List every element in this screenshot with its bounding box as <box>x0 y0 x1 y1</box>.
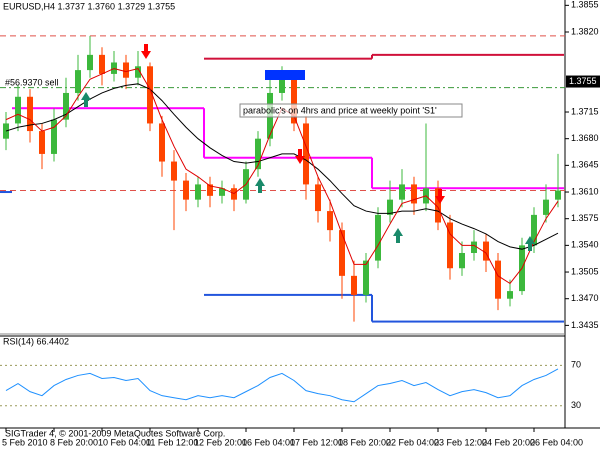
y-tick-label: 1.3680 <box>571 133 599 143</box>
candle-body <box>363 260 369 295</box>
candle-body <box>351 275 357 295</box>
y-tick-label: 1.3435 <box>571 320 599 330</box>
sell-arrow <box>141 44 151 59</box>
candle-body <box>255 138 261 170</box>
buy-arrow <box>81 92 91 107</box>
candle-body <box>135 66 141 78</box>
candle-body <box>339 230 345 276</box>
y-tick-label: 30 <box>571 400 581 410</box>
sell-arrow <box>435 189 445 204</box>
candle-body <box>291 77 297 124</box>
x-tick-label: 26 Feb 04:00 <box>530 437 583 447</box>
candle-body <box>15 96 21 124</box>
candle-body <box>495 260 501 299</box>
candle-body <box>375 214 381 261</box>
y-tick-label: 1.3505 <box>571 266 599 276</box>
candle-body <box>435 188 441 223</box>
candle-body <box>39 131 45 154</box>
rsi-line <box>5 368 559 403</box>
candle-body <box>195 184 201 200</box>
candle-body <box>471 241 477 253</box>
candle-body <box>459 252 465 269</box>
buy-arrow <box>255 178 265 193</box>
x-tick-label: 22 Feb 04:00 <box>386 437 439 447</box>
footer: SIGTrader 4, © 2001-2009 MetaQuotes Soft… <box>5 428 225 438</box>
candle-body <box>387 199 393 215</box>
chart-title: EURUSD,H4 1.3737 1.3760 1.3729 1.3755 <box>3 1 175 11</box>
candle-body <box>171 161 177 181</box>
y-tick-label: 70 <box>571 360 581 370</box>
x-tick-label: 17 Feb 12:00 <box>290 437 343 447</box>
candle-body <box>483 241 489 261</box>
candle-body <box>27 96 33 132</box>
candle-body <box>279 77 285 93</box>
x-tick-label: 8 Feb 20:00 <box>50 437 98 447</box>
trade-box <box>265 70 305 80</box>
moving-average <box>5 83 559 250</box>
y-tick-label: 1.3470 <box>571 293 599 303</box>
x-tick-label: 16 Feb 04:00 <box>242 437 295 447</box>
candle-body <box>543 199 549 215</box>
annotation: parabolic's on 4hrs and price at weekly … <box>243 105 437 115</box>
candle-body <box>147 66 153 124</box>
annotation-box <box>239 103 463 118</box>
candle-body <box>303 123 309 185</box>
x-tick-label: 23 Feb 12:00 <box>434 437 487 447</box>
candle-body <box>531 214 537 246</box>
candle-body <box>99 54 105 74</box>
price-label-box <box>566 75 600 88</box>
sell-arrow <box>295 149 305 164</box>
buy-arrow <box>525 236 535 251</box>
candle-body <box>207 184 213 196</box>
y-tick-label: 1.3540 <box>571 240 599 250</box>
buy-arrow <box>393 228 403 243</box>
candle-body <box>555 190 561 200</box>
candle-body <box>183 180 189 200</box>
candle-body <box>447 222 453 269</box>
x-tick-label: 5 Feb 2010 <box>2 437 48 447</box>
y-tick-label: 1.3855 <box>571 0 599 10</box>
candle-body <box>399 184 405 200</box>
candle-body <box>159 123 165 162</box>
y-tick-label: 1.3575 <box>571 213 599 223</box>
candle-body <box>411 184 417 204</box>
x-tick-label: 11 Feb 12:00 <box>146 437 198 447</box>
candle-body <box>507 291 513 299</box>
candle-body <box>327 211 333 231</box>
candle-body <box>123 62 129 78</box>
x-tick-label: 10 Feb 04:00 <box>98 437 151 447</box>
candle-body <box>51 119 57 154</box>
order-label: #56.9370 sell <box>5 77 59 87</box>
x-tick-label: 12 Feb 20:00 <box>194 437 247 447</box>
candle-body <box>63 92 69 120</box>
price-label: 1.3755 <box>569 76 597 86</box>
y-tick-label: 1.3645 <box>571 160 599 170</box>
y-tick-label: 1.3610 <box>571 186 599 196</box>
x-tick-label: 24 Feb 20:00 <box>482 437 535 447</box>
candle-body <box>315 184 321 212</box>
candle-body <box>219 188 225 196</box>
candle-body <box>87 54 93 71</box>
y-tick-label: 1.3820 <box>571 26 599 36</box>
y-tick-label: 1.3715 <box>571 106 599 116</box>
candle-body <box>75 70 81 93</box>
x-tick-label: 18 Feb 20:00 <box>338 437 391 447</box>
rsi-title: RSI(14) 66.4402 <box>3 336 69 346</box>
